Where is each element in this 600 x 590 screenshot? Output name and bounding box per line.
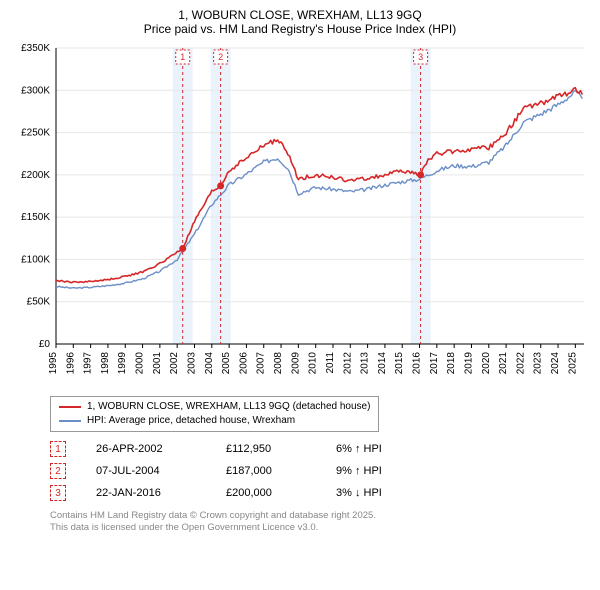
svg-text:1997: 1997 (83, 352, 94, 375)
title-block: 1, WOBURN CLOSE, WREXHAM, LL13 9GQ Price… (10, 8, 590, 36)
svg-text:£100K: £100K (21, 254, 50, 265)
svg-text:2011: 2011 (325, 352, 336, 374)
svg-text:2023: 2023 (533, 352, 544, 375)
sale-price: £187,000 (226, 465, 306, 477)
sale-marker-1: 1 (50, 441, 66, 457)
svg-text:2016: 2016 (412, 352, 423, 375)
svg-text:£50K: £50K (27, 297, 51, 308)
svg-text:2000: 2000 (135, 352, 146, 375)
footer: Contains HM Land Registry data © Crown c… (50, 510, 590, 534)
svg-text:£300K: £300K (21, 85, 50, 96)
sale-row: 2 07-JUL-2004 £187,000 9% ↑ HPI (50, 460, 590, 482)
svg-text:2018: 2018 (446, 352, 457, 375)
svg-text:2021: 2021 (498, 352, 509, 375)
svg-text:2002: 2002 (169, 352, 180, 375)
legend-label-1: 1, WOBURN CLOSE, WREXHAM, LL13 9GQ (deta… (87, 400, 370, 414)
chart-svg: £0 £50K £100K £150K £200K £250K £300K £350K 1995… (10, 42, 590, 392)
footer-line-1: Contains HM Land Registry data © Crown c… (50, 510, 590, 522)
legend-row-2: HPI: Average price, detached house, Wrex… (59, 414, 370, 428)
svg-text:2: 2 (218, 52, 223, 62)
svg-text:2019: 2019 (463, 352, 474, 375)
sale-row: 1 26-APR-2002 £112,950 6% ↑ HPI (50, 438, 590, 460)
legend-swatch-1 (59, 406, 81, 408)
title-subtitle: Price paid vs. HM Land Registry's House … (10, 22, 590, 36)
svg-text:2008: 2008 (273, 352, 284, 375)
chart: £0 £50K £100K £150K £200K £250K £300K £350K 1995… (10, 42, 590, 392)
legend-row-1: 1, WOBURN CLOSE, WREXHAM, LL13 9GQ (deta… (59, 400, 370, 414)
sale-delta: 3% ↓ HPI (336, 487, 416, 499)
sale-date: 26-APR-2002 (96, 443, 196, 455)
sale-price: £200,000 (226, 487, 306, 499)
svg-text:1999: 1999 (117, 352, 128, 375)
sale-marker-3: 3 (50, 485, 66, 501)
sale-delta: 6% ↑ HPI (336, 443, 416, 455)
footer-line-2: This data is licensed under the Open Gov… (50, 522, 590, 534)
svg-text:2006: 2006 (238, 352, 249, 375)
svg-text:2013: 2013 (360, 352, 371, 375)
svg-text:2025: 2025 (567, 352, 578, 375)
sale-delta: 9% ↑ HPI (336, 465, 416, 477)
legend-swatch-2 (59, 420, 81, 422)
svg-text:£350K: £350K (21, 43, 50, 54)
svg-text:2012: 2012 (342, 352, 353, 375)
svg-text:1995: 1995 (48, 352, 59, 375)
svg-text:2024: 2024 (550, 352, 561, 375)
svg-text:£200K: £200K (21, 170, 50, 181)
sale-date: 22-JAN-2016 (96, 487, 196, 499)
svg-text:1996: 1996 (65, 352, 76, 375)
svg-text:2004: 2004 (204, 352, 215, 375)
svg-text:1998: 1998 (100, 352, 111, 375)
svg-text:1: 1 (180, 52, 185, 62)
svg-text:2015: 2015 (394, 352, 405, 375)
sale-date: 07-JUL-2004 (96, 465, 196, 477)
legend-label-2: HPI: Average price, detached house, Wrex… (87, 414, 295, 428)
svg-text:3: 3 (418, 52, 423, 62)
sale-price: £112,950 (226, 443, 306, 455)
svg-text:2022: 2022 (515, 352, 526, 375)
svg-text:2005: 2005 (221, 352, 232, 375)
svg-text:2014: 2014 (377, 352, 388, 375)
legend: 1, WOBURN CLOSE, WREXHAM, LL13 9GQ (deta… (50, 396, 379, 432)
svg-text:2010: 2010 (308, 352, 319, 375)
svg-text:2003: 2003 (186, 352, 197, 375)
svg-text:£250K: £250K (21, 128, 50, 139)
svg-text:2009: 2009 (290, 352, 301, 375)
svg-text:£0: £0 (39, 339, 51, 350)
svg-text:£150K: £150K (21, 212, 50, 223)
sales-table: 1 26-APR-2002 £112,950 6% ↑ HPI 2 07-JUL… (50, 438, 590, 504)
svg-text:2020: 2020 (481, 352, 492, 375)
chart-container: 1, WOBURN CLOSE, WREXHAM, LL13 9GQ Price… (0, 0, 600, 540)
title-address: 1, WOBURN CLOSE, WREXHAM, LL13 9GQ (10, 8, 590, 22)
svg-text:2007: 2007 (256, 352, 267, 375)
sale-marker-2: 2 (50, 463, 66, 479)
sale-row: 3 22-JAN-2016 £200,000 3% ↓ HPI (50, 482, 590, 504)
svg-text:2017: 2017 (429, 352, 440, 375)
svg-text:2001: 2001 (152, 352, 163, 375)
